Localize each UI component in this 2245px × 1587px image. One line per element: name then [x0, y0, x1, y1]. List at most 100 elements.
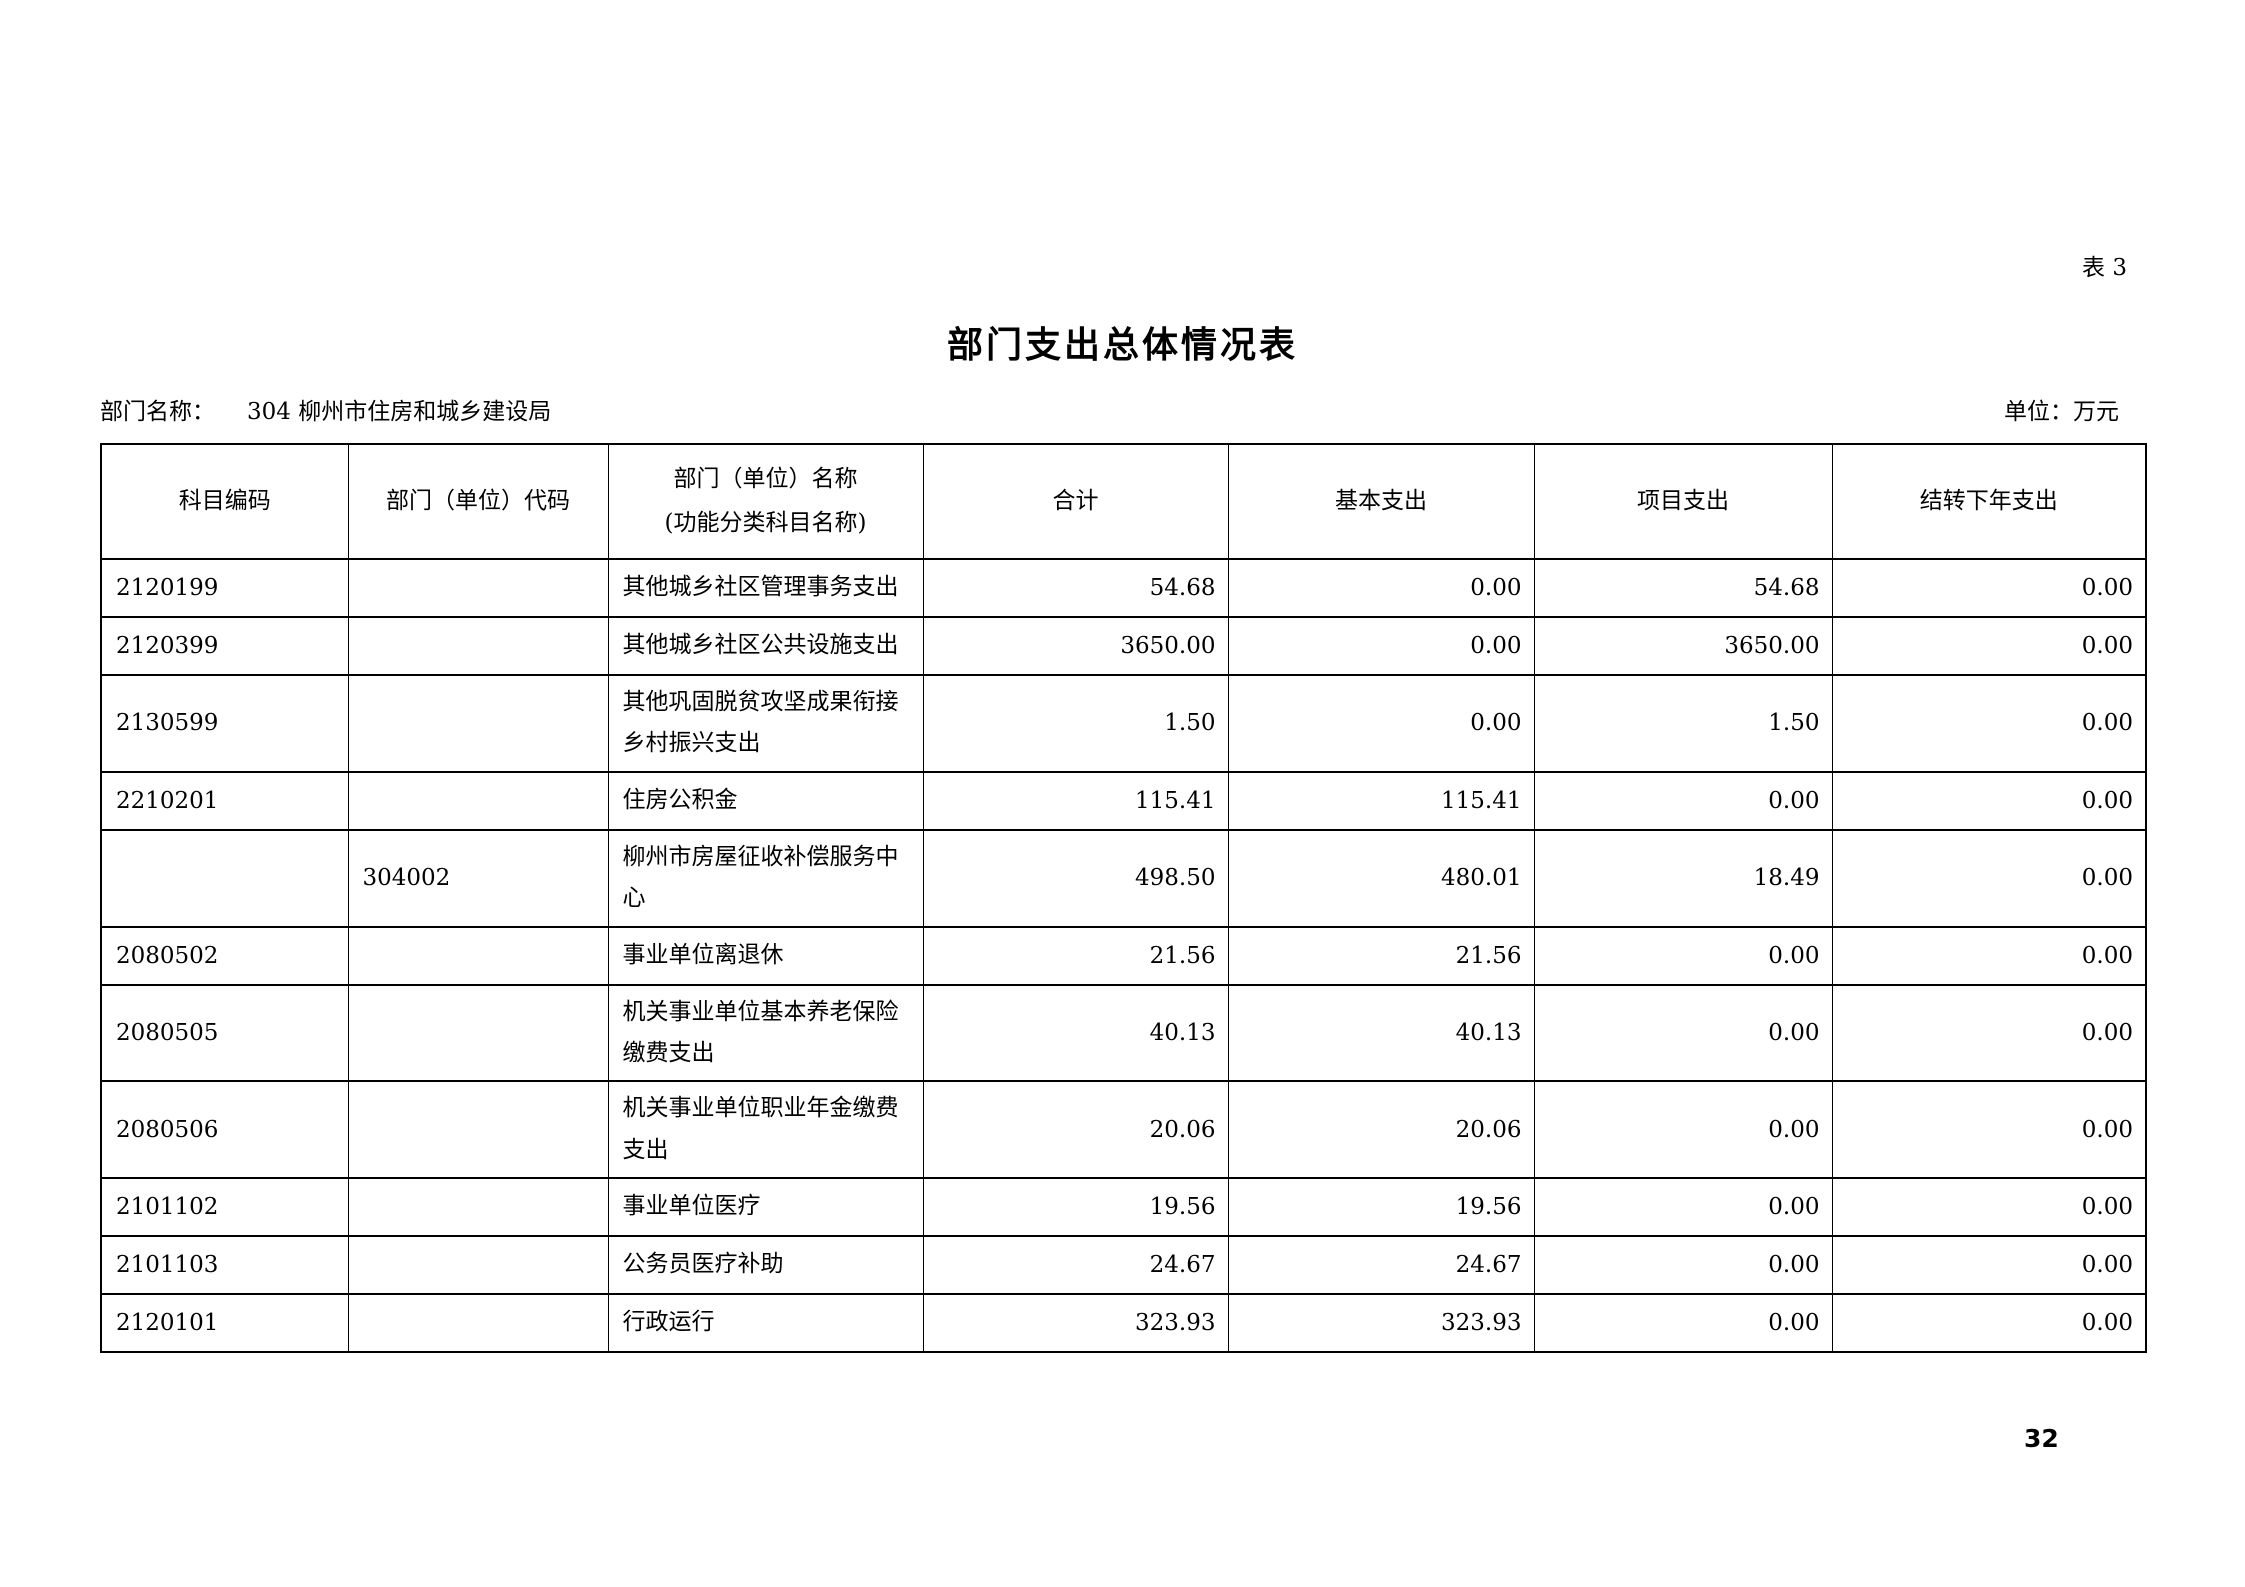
total-cell: 115.41	[922, 770, 1229, 831]
total-cell: 498.50	[922, 828, 1229, 928]
name-cell: 机关事业单位职业年金缴费支出	[607, 1080, 924, 1180]
name-cell: 机关事业单位基本养老保险缴费支出	[607, 983, 924, 1083]
project-cell: 54.68	[1533, 558, 1833, 618]
header-row: 科目编码 部门（单位）代码 部门（单位）名称 (功能分类科目名称) 合计 基本支…	[100, 443, 2147, 560]
dept-code-cell	[347, 770, 609, 831]
header-carryover: 结转下年支出	[1831, 443, 2147, 560]
basic-cell: 19.56	[1227, 1177, 1535, 1238]
table-row: 2120399 其他城乡社区公共设施支出 3650.00 0.00 3650.0…	[100, 616, 2147, 676]
dept-code-cell	[347, 1080, 609, 1180]
header-dept-name-line2: (功能分类科目名称)	[664, 509, 867, 536]
total-cell: 40.13	[922, 983, 1229, 1083]
carryover-cell: 0.00	[1831, 1293, 2147, 1354]
table-row: 2101103 公务员医疗补助 24.67 24.67 0.00 0.00	[100, 1235, 2147, 1296]
carryover-cell: 0.00	[1831, 616, 2147, 676]
subject-code-cell: 2080506	[100, 1080, 349, 1180]
basic-cell: 480.01	[1227, 828, 1535, 928]
name-cell: 公务员医疗补助	[607, 1235, 924, 1296]
project-cell: 0.00	[1533, 925, 1833, 986]
basic-cell: 0.00	[1227, 616, 1535, 676]
carryover-cell: 0.00	[1831, 1080, 2147, 1180]
header-total: 合计	[922, 443, 1229, 560]
carryover-cell: 0.00	[1831, 1177, 2147, 1238]
meta-row: 部门名称： 304 柳州市住房和城乡建设局 单位：万元	[100, 392, 2145, 426]
project-cell: 0.00	[1533, 1293, 1833, 1354]
total-cell: 323.93	[922, 1293, 1229, 1354]
basic-cell: 40.13	[1227, 983, 1535, 1083]
department-name-label: 部门名称：	[100, 399, 215, 425]
table-row: 2120101 行政运行 323.93 323.93 0.00 0.00	[100, 1293, 2147, 1354]
header-project: 项目支出	[1533, 443, 1833, 560]
subject-code-cell: 2080505	[100, 983, 349, 1083]
carryover-cell: 0.00	[1831, 674, 2147, 773]
page-title: 部门支出总体情况表	[946, 324, 1298, 366]
dept-code-cell	[347, 983, 609, 1083]
name-cell: 其他巩固脱贫攻坚成果衔接乡村振兴支出	[607, 674, 924, 773]
name-cell: 其他城乡社区公共设施支出	[607, 616, 924, 676]
basic-cell: 21.56	[1227, 925, 1535, 986]
table-row: 2080502 事业单位离退休 21.56 21.56 0.00 0.00	[100, 925, 2147, 986]
basic-cell: 0.00	[1227, 674, 1535, 773]
table-row: 2210201 住房公积金 115.41 115.41 0.00 0.00	[100, 770, 2147, 831]
header-basic: 基本支出	[1227, 443, 1535, 560]
total-cell: 54.68	[922, 558, 1229, 618]
subject-code-cell: 2080502	[100, 925, 349, 986]
project-cell: 0.00	[1533, 1177, 1833, 1238]
carryover-cell: 0.00	[1831, 558, 2147, 618]
dept-code-cell	[347, 674, 609, 773]
header-dept-code: 部门（单位）代码	[347, 443, 609, 560]
basic-cell: 323.93	[1227, 1293, 1535, 1354]
project-cell: 0.00	[1533, 1080, 1833, 1180]
subject-code-cell: 2130599	[100, 674, 349, 773]
table-row: 2130599 其他巩固脱贫攻坚成果衔接乡村振兴支出 1.50 0.00 1.5…	[100, 674, 2147, 773]
dept-code-cell	[347, 1177, 609, 1238]
header-dept-name: 部门（单位）名称 (功能分类科目名称)	[607, 443, 924, 560]
name-cell: 行政运行	[607, 1293, 924, 1354]
project-cell: 0.00	[1533, 1235, 1833, 1296]
project-cell: 18.49	[1533, 828, 1833, 928]
total-cell: 24.67	[922, 1235, 1229, 1296]
department-name-value: 304 柳州市住房和城乡建设局	[247, 399, 552, 425]
basic-cell: 20.06	[1227, 1080, 1535, 1180]
table-reference-label: 表 3	[2082, 255, 2127, 281]
subject-code-cell	[100, 828, 349, 928]
carryover-cell: 0.00	[1831, 1235, 2147, 1296]
carryover-cell: 0.00	[1831, 828, 2147, 928]
name-cell: 住房公积金	[607, 770, 924, 831]
subject-code-cell: 2120101	[100, 1293, 349, 1354]
total-cell: 20.06	[922, 1080, 1229, 1180]
carryover-cell: 0.00	[1831, 983, 2147, 1083]
table-row: 2080505 机关事业单位基本养老保险缴费支出 40.13 40.13 0.0…	[100, 983, 2147, 1083]
table-row: 2080506 机关事业单位职业年金缴费支出 20.06 20.06 0.00 …	[100, 1080, 2147, 1180]
basic-cell: 0.00	[1227, 558, 1535, 618]
header-subject-code: 科目编码	[100, 443, 349, 560]
page-number: 32	[2024, 1424, 2059, 1453]
dept-code-cell	[347, 925, 609, 986]
total-cell: 21.56	[922, 925, 1229, 986]
table-row: 304002 柳州市房屋征收补偿服务中心 498.50 480.01 18.49…	[100, 828, 2147, 928]
dept-code-cell: 304002	[347, 828, 609, 928]
carryover-cell: 0.00	[1831, 770, 2147, 831]
name-cell: 柳州市房屋征收补偿服务中心	[607, 828, 924, 928]
dept-code-cell	[347, 558, 609, 618]
table-row: 2120199 其他城乡社区管理事务支出 54.68 0.00 54.68 0.…	[100, 558, 2147, 618]
project-cell: 0.00	[1533, 983, 1833, 1083]
dept-code-cell	[347, 1235, 609, 1296]
expenditure-table: 科目编码 部门（单位）代码 部门（单位）名称 (功能分类科目名称) 合计 基本支…	[100, 443, 2147, 1354]
unit-note: 单位：万元	[2004, 399, 2119, 425]
basic-cell: 24.67	[1227, 1235, 1535, 1296]
subject-code-cell: 2101103	[100, 1235, 349, 1296]
table-body: 2120199 其他城乡社区管理事务支出 54.68 0.00 54.68 0.…	[100, 558, 2147, 1354]
table-row: 2101102 事业单位医疗 19.56 19.56 0.00 0.00	[100, 1177, 2147, 1238]
subject-code-cell: 2120199	[100, 558, 349, 618]
subject-code-cell: 2120399	[100, 616, 349, 676]
name-cell: 事业单位离退休	[607, 925, 924, 986]
subject-code-cell: 2210201	[100, 770, 349, 831]
name-cell: 其他城乡社区管理事务支出	[607, 558, 924, 618]
project-cell: 0.00	[1533, 770, 1833, 831]
header-dept-name-line1: 部门（单位）名称	[673, 465, 858, 492]
subject-code-cell: 2101102	[100, 1177, 349, 1238]
name-cell: 事业单位医疗	[607, 1177, 924, 1238]
total-cell: 3650.00	[922, 616, 1229, 676]
